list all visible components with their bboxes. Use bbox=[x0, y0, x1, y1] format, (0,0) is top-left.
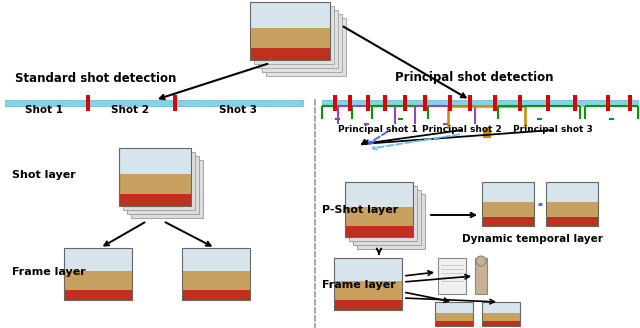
Bar bbox=[119, 174, 191, 195]
Bar bbox=[435, 302, 473, 326]
Bar bbox=[345, 207, 413, 226]
Bar bbox=[334, 281, 402, 299]
Bar bbox=[64, 290, 132, 300]
Bar bbox=[546, 95, 550, 111]
Bar bbox=[334, 258, 402, 281]
Bar bbox=[423, 95, 427, 111]
Bar bbox=[518, 95, 522, 111]
Bar bbox=[86, 95, 90, 111]
Bar bbox=[403, 95, 407, 111]
Bar bbox=[353, 190, 421, 245]
Bar bbox=[182, 248, 250, 271]
Bar bbox=[348, 95, 352, 111]
Bar bbox=[119, 148, 191, 206]
Bar bbox=[448, 95, 452, 111]
Bar bbox=[475, 258, 487, 294]
Bar bbox=[5, 100, 303, 106]
Bar bbox=[64, 271, 132, 290]
Text: Frame layer: Frame layer bbox=[12, 267, 86, 277]
Bar bbox=[250, 2, 330, 60]
Text: Shot 1: Shot 1 bbox=[25, 105, 63, 115]
Bar bbox=[482, 182, 534, 202]
Bar bbox=[482, 313, 520, 321]
Bar bbox=[435, 313, 473, 321]
Bar bbox=[182, 290, 250, 300]
Bar bbox=[333, 95, 337, 111]
Bar bbox=[493, 95, 497, 111]
Bar bbox=[173, 95, 177, 111]
Text: Principal shot 3: Principal shot 3 bbox=[513, 125, 593, 134]
Bar bbox=[64, 248, 132, 271]
Bar bbox=[119, 148, 191, 174]
Bar bbox=[482, 302, 520, 326]
Bar bbox=[64, 248, 132, 300]
Bar bbox=[546, 202, 598, 217]
Bar bbox=[250, 2, 330, 28]
Bar bbox=[182, 248, 250, 300]
Text: Shot 3: Shot 3 bbox=[219, 105, 257, 115]
Bar bbox=[250, 49, 330, 60]
Bar bbox=[349, 186, 417, 241]
Bar bbox=[123, 152, 195, 210]
Bar bbox=[334, 258, 402, 310]
Bar bbox=[357, 194, 425, 249]
Bar bbox=[482, 302, 520, 313]
Bar bbox=[482, 202, 534, 217]
Bar bbox=[345, 182, 413, 207]
Bar bbox=[334, 299, 402, 310]
Bar bbox=[383, 95, 387, 111]
Bar bbox=[322, 100, 638, 106]
Circle shape bbox=[476, 256, 486, 266]
Text: Standard shot detection: Standard shot detection bbox=[15, 72, 177, 85]
Bar bbox=[119, 195, 191, 206]
Bar bbox=[250, 2, 330, 60]
Bar bbox=[483, 130, 490, 138]
Bar bbox=[258, 10, 338, 68]
Bar bbox=[468, 95, 472, 111]
Bar bbox=[546, 217, 598, 226]
Bar bbox=[266, 18, 346, 76]
Bar bbox=[435, 302, 473, 313]
Bar bbox=[119, 148, 191, 206]
Text: Principal shot detection: Principal shot detection bbox=[395, 72, 554, 85]
Bar bbox=[546, 182, 598, 226]
Bar bbox=[628, 95, 632, 111]
Bar bbox=[250, 28, 330, 49]
Text: Dynamic temporal layer: Dynamic temporal layer bbox=[461, 234, 602, 244]
Bar bbox=[438, 258, 466, 294]
Bar bbox=[127, 156, 199, 214]
Bar bbox=[573, 95, 577, 111]
Bar bbox=[482, 321, 520, 326]
Text: Shot 2: Shot 2 bbox=[111, 105, 149, 115]
Bar bbox=[254, 6, 334, 64]
Bar bbox=[435, 321, 473, 326]
Text: Frame layer: Frame layer bbox=[322, 280, 396, 290]
Bar bbox=[345, 226, 413, 237]
Bar bbox=[131, 160, 203, 218]
Text: Shot layer: Shot layer bbox=[12, 170, 76, 180]
Bar bbox=[482, 217, 534, 226]
Bar bbox=[345, 182, 413, 237]
Bar bbox=[262, 14, 342, 72]
Bar bbox=[606, 95, 610, 111]
Bar bbox=[345, 182, 413, 237]
Text: P-Shot layer: P-Shot layer bbox=[322, 205, 398, 215]
Text: Principal shot 1: Principal shot 1 bbox=[338, 125, 418, 134]
Text: Principal shot 2: Principal shot 2 bbox=[422, 125, 502, 134]
Bar bbox=[182, 271, 250, 290]
Bar bbox=[366, 95, 370, 111]
Bar bbox=[546, 182, 598, 202]
Bar bbox=[482, 182, 534, 226]
